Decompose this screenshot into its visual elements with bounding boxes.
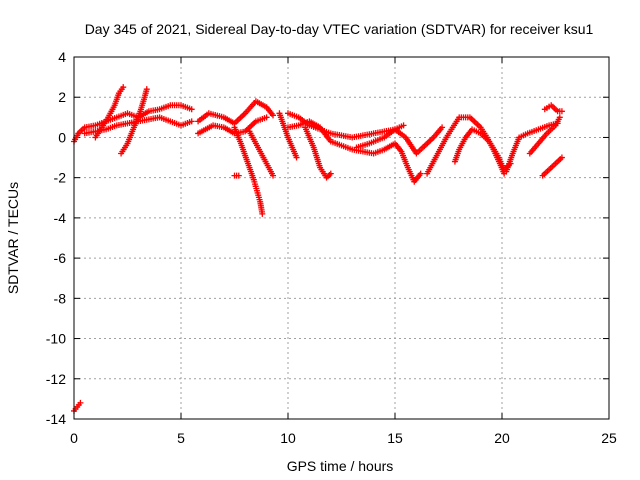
grid-lines — [74, 57, 609, 419]
data-point-arc-f — [263, 114, 270, 121]
data-point-arc-s — [558, 108, 565, 115]
data-point-arc-d — [143, 86, 150, 93]
x-axis-title: GPS time / hours — [287, 458, 394, 474]
axis-ticks: 0 5 10 15 20 25 -14 -12 -10 -8 -6 -4 -2 0 2 4 — [46, 49, 617, 446]
data-point-arc-j — [439, 124, 446, 131]
data-point-arc-m — [293, 154, 300, 161]
x-tick-label: 5 — [177, 430, 185, 446]
data-point-arc-u — [77, 399, 84, 406]
y-tick-label: -14 — [46, 411, 66, 427]
x-tick-label: 10 — [280, 430, 296, 446]
data-point-arc-i — [235, 172, 242, 179]
data-points — [71, 84, 565, 414]
y-axis-title: SDTVAR / TECUs — [5, 182, 21, 294]
x-tick-label: 25 — [601, 430, 617, 446]
data-point-arc-t — [558, 154, 565, 161]
data-point-arc-e — [270, 112, 277, 119]
y-tick-label: 4 — [58, 49, 66, 65]
plot-frame — [73, 56, 610, 420]
y-tick-label: 2 — [58, 89, 66, 105]
x-tick-label: 20 — [494, 430, 510, 446]
data-point-arc-c — [120, 84, 127, 91]
data-point-arc-b — [188, 118, 195, 125]
y-tick-label: -4 — [54, 210, 67, 226]
x-tick-label: 0 — [70, 430, 78, 446]
data-point-arc-n — [400, 122, 407, 129]
x-tick-label: 15 — [387, 430, 403, 446]
y-tick-label: -2 — [54, 170, 67, 186]
data-point-arc-l — [327, 170, 334, 177]
y-tick-label: 0 — [58, 129, 66, 145]
data-point-arc-h — [270, 172, 277, 179]
data-point-arc-k — [417, 170, 424, 177]
y-tick-label: -12 — [46, 371, 66, 387]
chart-title: Day 345 of 2021, Sidereal Day-to-day VTE… — [85, 21, 594, 37]
y-tick-label: -6 — [54, 250, 67, 266]
data-point-arc-a — [188, 106, 195, 113]
y-tick-label: -8 — [54, 290, 67, 306]
y-tick-label: -10 — [46, 331, 66, 347]
data-point-arc-r — [556, 114, 563, 121]
data-point-arc-g — [259, 210, 266, 217]
